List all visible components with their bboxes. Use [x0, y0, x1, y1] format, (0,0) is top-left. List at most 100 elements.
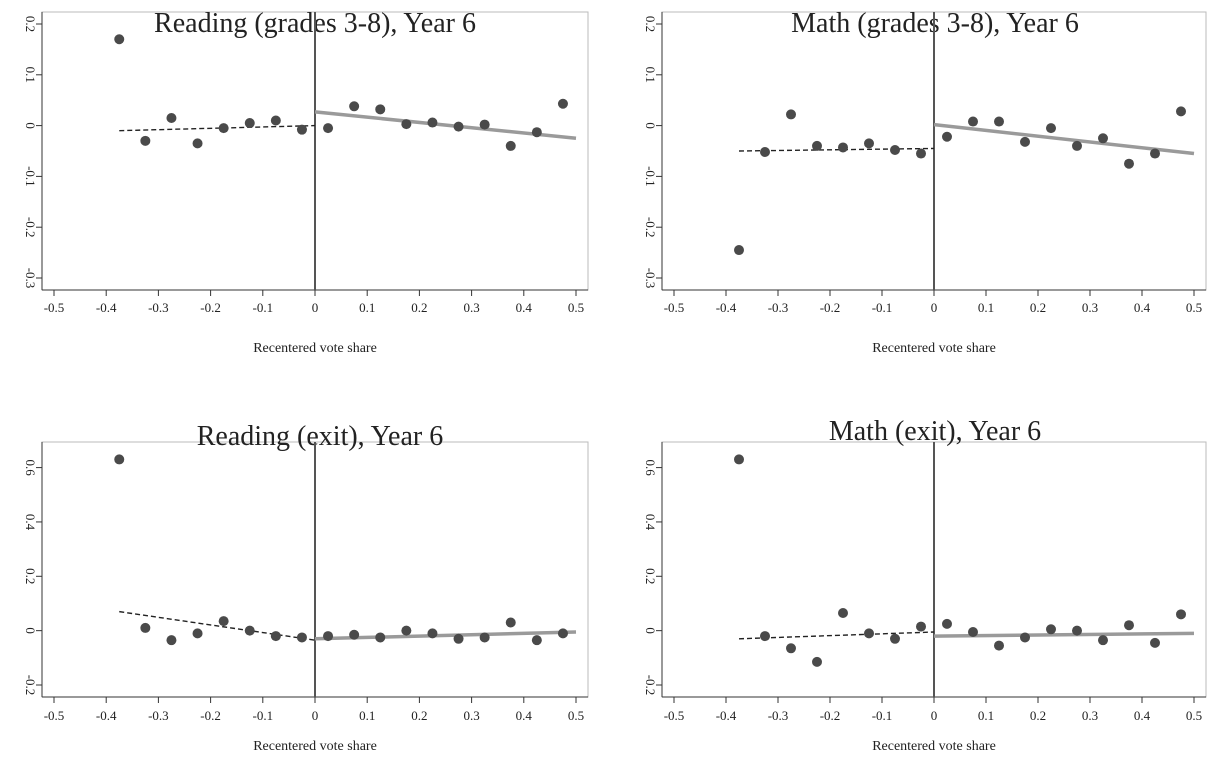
y-tick-label: 0: [643, 627, 658, 634]
y-tick-label: 0: [643, 122, 658, 129]
x-tick-label: -0.5: [664, 708, 685, 723]
x-axis-title: Recentered vote share: [253, 341, 377, 356]
x-tick-label: -0.5: [44, 300, 65, 315]
x-tick-label: 0.4: [516, 708, 533, 723]
x-tick-label: 0: [312, 708, 319, 723]
x-tick-label: -0.3: [768, 300, 789, 315]
x-tick-label: 0.1: [978, 708, 994, 723]
data-point: [349, 101, 360, 112]
x-tick-label: 0.3: [1082, 300, 1098, 315]
data-point: [166, 112, 177, 123]
data-point: [192, 628, 203, 639]
x-tick-label: 0: [931, 708, 938, 723]
x-axis-title: Recentered vote share: [872, 341, 996, 356]
fit-line-right: [314, 630, 577, 641]
data-point: [890, 633, 900, 644]
data-point: [296, 124, 307, 135]
x-tick-label: 0.1: [978, 300, 994, 315]
x-tick-label: -0.1: [872, 708, 893, 723]
data-point: [296, 632, 307, 643]
data-point: [453, 121, 464, 132]
data-point: [1124, 620, 1134, 631]
data-point: [838, 142, 848, 153]
x-tick-label: 0: [312, 300, 319, 315]
data-point: [375, 632, 386, 643]
data-point: [1098, 133, 1108, 144]
y-tick-label: 0.1: [23, 67, 38, 83]
data-point: [218, 123, 229, 134]
data-point: [890, 144, 900, 155]
data-point: [479, 119, 490, 130]
data-point: [1046, 624, 1056, 635]
data-point: [244, 118, 255, 129]
data-point: [864, 628, 874, 639]
x-tick-label: 0.5: [1186, 300, 1202, 315]
data-point: [427, 628, 438, 639]
data-point: [942, 131, 952, 142]
x-tick-label: -0.3: [768, 708, 789, 723]
fit-line-right: [933, 631, 1195, 638]
y-tick-label: -0.3: [23, 268, 38, 289]
y-tick-label: 0.6: [643, 459, 658, 476]
data-point: [349, 629, 360, 640]
x-tick-label: -0.2: [820, 708, 841, 723]
x-tick-label: -0.3: [148, 300, 169, 315]
data-point: [838, 607, 848, 618]
y-tick-label: 0.6: [23, 459, 38, 476]
y-tick-label: -0.2: [643, 217, 658, 238]
data-point: [786, 109, 796, 120]
x-tick-label: -0.5: [664, 300, 685, 315]
data-point: [1176, 609, 1186, 620]
y-tick-label: -0.1: [23, 166, 38, 187]
data-point: [401, 119, 412, 130]
x-tick-label: -0.1: [253, 300, 274, 315]
y-tick-label: 0: [23, 122, 38, 129]
data-point: [916, 148, 926, 159]
x-tick-label: 0.3: [463, 708, 479, 723]
data-point: [994, 116, 1004, 127]
x-tick-label: 0.5: [1186, 708, 1202, 723]
data-point: [114, 34, 125, 45]
data-point: [505, 617, 516, 628]
fit-line-left: [119, 124, 316, 132]
fit-line-right: [933, 122, 1195, 156]
data-point: [1176, 106, 1186, 117]
data-point: [942, 618, 952, 629]
data-point: [479, 632, 490, 643]
data-point: [140, 622, 151, 633]
y-tick-label: 0.2: [23, 16, 38, 32]
data-point: [218, 616, 229, 627]
data-point: [375, 104, 386, 115]
data-point: [812, 656, 822, 667]
data-point: [1020, 632, 1030, 643]
data-point: [244, 625, 255, 636]
x-tick-label: 0.4: [516, 300, 533, 315]
data-point: [1072, 140, 1082, 151]
data-point: [968, 116, 978, 127]
x-tick-label: -0.4: [96, 708, 117, 723]
x-tick-label: -0.4: [716, 300, 737, 315]
data-point: [166, 635, 177, 646]
data-point: [916, 621, 926, 632]
x-tick-label: 0.4: [1134, 300, 1151, 315]
data-point: [864, 138, 874, 149]
data-point: [760, 147, 770, 158]
panel-3: Reading (exit), Year 6 -0.5 -0.4 -0.3 -0.2 -0…: [23, 421, 589, 754]
x-tick-label: 0.2: [411, 300, 427, 315]
fit-line-left: [119, 610, 316, 641]
x-tick-label: -0.2: [820, 300, 841, 315]
data-point: [1020, 136, 1030, 147]
data-point: [557, 98, 568, 109]
data-point: [1150, 637, 1160, 648]
data-point: [401, 625, 412, 636]
y-tick-label: 0.2: [643, 568, 658, 584]
x-tick-label: 0.2: [1030, 300, 1046, 315]
x-tick-label: -0.3: [148, 708, 169, 723]
chart-title: Math (exit), Year 6: [829, 416, 1041, 447]
data-point: [531, 127, 542, 138]
y-tick-label: -0.2: [23, 217, 38, 238]
x-tick-label: -0.1: [872, 300, 893, 315]
x-tick-label: 0.5: [568, 708, 584, 723]
panel-4: Math (exit), Year 6 -0.5 -0.4 -0.3 -0.2 -0.1 0…: [643, 416, 1207, 754]
